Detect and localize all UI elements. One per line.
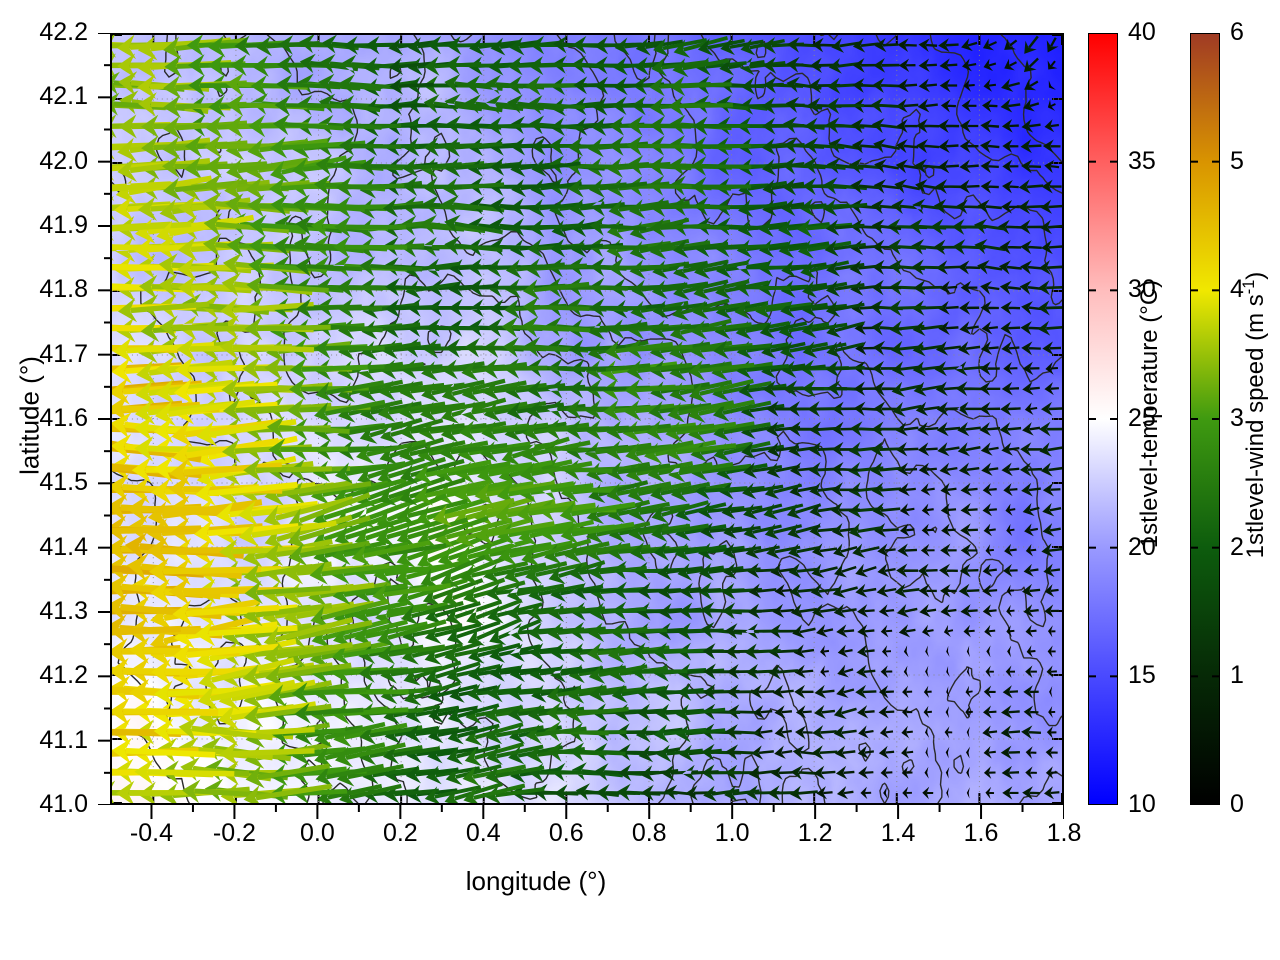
- temperature-colorbar-tick-label: 30: [1128, 275, 1156, 304]
- temperature-colorbar-tick-label: 25: [1128, 404, 1156, 432]
- y-tick-label: 41.6: [39, 404, 88, 432]
- wind-speed-colorbar-tick-label: 3: [1230, 404, 1244, 432]
- y-tick-label: 41.1: [39, 725, 88, 754]
- temperature-colorbar-title: 1stlevel-temperature (°C): [1136, 279, 1163, 549]
- temperature-colorbar-tick-label: 20: [1128, 532, 1156, 561]
- x-tick-label: -0.4: [129, 819, 174, 847]
- wind-speed-colorbar-title: 1stlevel-wind speed (m s-1): [1240, 265, 1270, 565]
- wind-speed-colorbar-tick-label: 0: [1230, 790, 1244, 818]
- x-tick-label: -0.2: [212, 819, 256, 847]
- y-tick-label: 42.0: [39, 146, 88, 175]
- wind-speed-colorbar-title-main: 1stlevel-wind speed (m s: [1242, 294, 1269, 559]
- x-tick-label: 1.4: [880, 819, 916, 847]
- temperature-colorbar-tick-label: 15: [1128, 661, 1156, 690]
- wind-speed-colorbar-title-suffix: ): [1242, 271, 1269, 280]
- temperature-colorbar-ticks: [1088, 160, 1118, 678]
- x-tick-label: 1.2: [797, 819, 833, 847]
- wind-speed-colorbar-tick-label: 2: [1230, 532, 1244, 561]
- wind-vector-layer: [112, 35, 1062, 803]
- wind-speed-colorbar-tick-label: 5: [1230, 146, 1244, 175]
- x-tick-label: 1.8: [1046, 819, 1082, 847]
- map-plot-area: [110, 33, 1064, 805]
- wind-speed-colorbar-tick-label: 6: [1230, 18, 1244, 46]
- x-tick-label: 0.0: [300, 819, 335, 847]
- y-tick-label: 41.5: [39, 468, 88, 497]
- y-tick-label: 41.4: [39, 532, 88, 561]
- x-axis-title: longitude (°): [465, 866, 607, 896]
- y-tick-label: 41.8: [39, 275, 88, 304]
- y-tick-label: 42.2: [39, 18, 88, 46]
- temperature-colorbar-tick-label: 10: [1128, 790, 1156, 818]
- x-tick-label: 0.4: [465, 819, 501, 847]
- wind-speed-colorbar-ticks: [1190, 160, 1220, 678]
- temperature-colorbar-tick-label: 40: [1128, 18, 1156, 46]
- x-tick-label: 1.6: [963, 819, 999, 847]
- y-axis-ticks: [98, 33, 112, 805]
- x-tick-label: 0.2: [382, 819, 418, 847]
- x-axis-ticks: [150, 805, 1064, 819]
- y-axis-title: latitude (°): [14, 356, 45, 475]
- y-tick-label: 41.2: [39, 661, 88, 690]
- y-tick-label: 41.0: [39, 790, 88, 818]
- y-tick-label: 42.1: [39, 82, 88, 111]
- temperature-colorbar-tick-label: 35: [1128, 146, 1156, 175]
- wind-speed-colorbar-tick-label: 1: [1230, 661, 1244, 690]
- x-tick-label: 0.8: [631, 819, 667, 847]
- y-tick-label: 41.7: [39, 339, 88, 368]
- x-tick-label: 1.0: [714, 819, 750, 847]
- x-tick-label: 0.6: [548, 819, 584, 847]
- wind-speed-colorbar-title-exponent: -1: [1240, 279, 1258, 295]
- y-tick-label: 41.3: [39, 597, 88, 625]
- wind-speed-colorbar-tick-label: 4: [1230, 275, 1244, 304]
- y-tick-label: 41.9: [39, 211, 88, 239]
